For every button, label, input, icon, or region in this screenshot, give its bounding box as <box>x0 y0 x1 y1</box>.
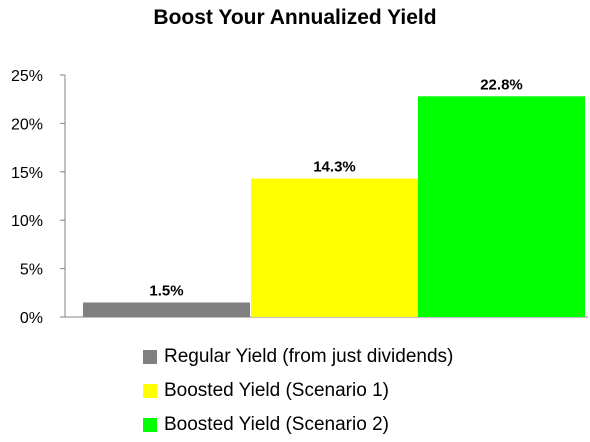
legend-swatch <box>143 350 157 364</box>
legend-label: Regular Yield (from just dividends) <box>164 346 454 367</box>
legend-item-boosted-scenario-1: Boosted Yield (Scenario 1) <box>143 374 453 408</box>
legend-swatch <box>143 418 157 432</box>
y-tick-label: 20% <box>11 116 43 133</box>
legend-item-boosted-scenario-2: Boosted Yield (Scenario 2) <box>143 408 453 442</box>
y-tick-label: 0% <box>20 310 43 327</box>
y-tick-label: 15% <box>11 165 43 182</box>
chart-title: Boost Your Annualized Yield <box>153 6 437 29</box>
legend-item-regular-yield: Regular Yield (from just dividends) <box>143 340 453 374</box>
legend-swatch <box>143 384 157 398</box>
y-tick-label: 5% <box>20 262 43 279</box>
data-label: 1.5% <box>149 282 183 299</box>
bar <box>251 178 418 317</box>
legend: Regular Yield (from just dividends) Boos… <box>143 340 453 442</box>
data-label: 14.3% <box>313 159 356 176</box>
y-tick-label: 10% <box>11 213 43 230</box>
bar <box>418 96 585 318</box>
data-labels: 1.5% 14.3% 22.8% <box>149 76 522 299</box>
y-axis: 0% 5% 10% 15% 20% 25% <box>11 68 588 327</box>
legend-label: Boosted Yield (Scenario 2) <box>164 414 389 435</box>
y-tick-label: 25% <box>11 68 43 85</box>
bar <box>83 302 250 317</box>
legend-label: Boosted Yield (Scenario 1) <box>164 380 389 401</box>
bars <box>83 96 585 318</box>
data-label: 22.8% <box>480 76 523 93</box>
